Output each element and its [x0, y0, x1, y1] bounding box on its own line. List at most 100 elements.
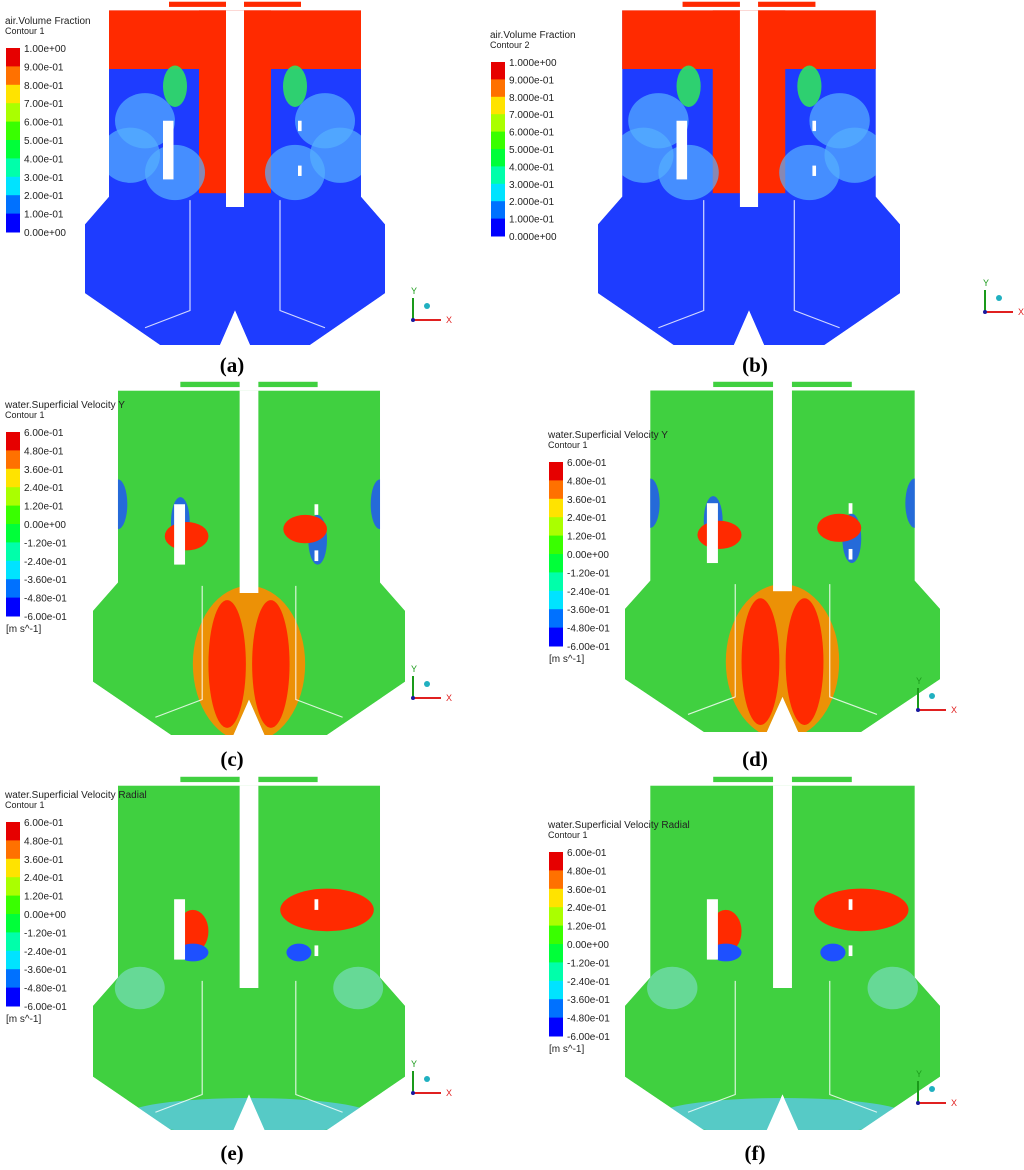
color-block — [491, 79, 505, 98]
color-block — [6, 505, 20, 525]
legend-unit: [m s^-1] — [6, 1014, 41, 1025]
origin-dot — [411, 696, 415, 700]
color-block — [6, 987, 20, 1007]
port — [298, 165, 302, 176]
color-block — [6, 213, 20, 233]
color-block — [6, 487, 20, 507]
color-block — [549, 627, 563, 647]
legend-tick-label: -4.80e-01 — [24, 594, 67, 605]
color-block — [491, 96, 505, 115]
legend-tick-label: 2.00e-01 — [24, 191, 64, 202]
contour-blob — [252, 600, 290, 728]
color-block — [6, 914, 20, 933]
z-axis-dot — [424, 681, 430, 687]
contour-blob — [820, 943, 846, 962]
color-block — [549, 590, 563, 610]
port — [314, 899, 319, 910]
legend-tick-label: -3.60e-01 — [567, 995, 610, 1006]
color-block — [549, 962, 563, 982]
legend-tick-label: -6.00e-01 — [24, 612, 67, 623]
color-block — [6, 597, 20, 617]
contour-blob — [145, 144, 205, 201]
inlet — [169, 1, 226, 7]
divider — [155, 585, 343, 718]
contour-blob — [797, 65, 822, 107]
legend-tick-label: 6.00e-01 — [567, 458, 607, 469]
legend-title: air.Volume Fraction — [5, 16, 91, 27]
color-block — [491, 149, 505, 167]
contour-blob — [283, 514, 327, 544]
contour-blob — [108, 479, 128, 530]
legend-unit: [m s^-1] — [549, 654, 584, 665]
color-block — [6, 140, 20, 159]
color-block — [6, 560, 20, 580]
legend-title: air.Volume Fraction — [490, 30, 576, 41]
legend-tick-label: -2.40e-01 — [24, 557, 67, 568]
legend-tick-label: 4.80e-01 — [567, 476, 607, 487]
legend-unit: [m s^-1] — [549, 1044, 584, 1055]
legend-tick-label: 0.00e+00 — [24, 910, 66, 921]
y-axis-label: Y — [916, 676, 922, 686]
legend-tick-label: 1.20e-01 — [567, 532, 607, 543]
contour-blob — [100, 127, 160, 183]
legend-tick-label: 1.000e-01 — [509, 215, 554, 226]
color-block — [491, 183, 505, 202]
inlet — [258, 381, 318, 388]
color-block — [549, 535, 563, 555]
legend-subtitle: Contour 1 — [5, 26, 45, 36]
color-block — [549, 907, 563, 927]
color-block — [6, 158, 20, 178]
panel-caption: (c) — [220, 747, 243, 771]
contour-plot — [93, 390, 405, 735]
contour-blob — [779, 144, 840, 201]
color-block — [6, 969, 20, 989]
y-axis-label: Y — [916, 1069, 922, 1079]
x-axis-label: X — [446, 315, 452, 325]
contour-plot — [93, 785, 405, 1130]
panel-caption: (f) — [745, 1141, 766, 1165]
contour-blob — [164, 522, 209, 551]
color-block — [549, 572, 563, 592]
contour-blob — [824, 127, 885, 183]
legend-tick-label: 2.40e-01 — [567, 513, 607, 524]
legend-tick-label: 3.00e-01 — [24, 173, 64, 184]
color-block — [6, 822, 20, 841]
legend-tick-label: -2.40e-01 — [24, 947, 67, 958]
contour-blob — [283, 65, 307, 107]
contour-blob — [613, 127, 674, 183]
legend-tick-label: -2.40e-01 — [567, 977, 610, 988]
contour-blob — [114, 966, 165, 1010]
contour-blob — [785, 598, 824, 725]
legend-subtitle: Contour 1 — [5, 800, 45, 810]
contour-plot — [625, 390, 940, 732]
color-block — [491, 166, 505, 185]
x-axis-label: X — [951, 705, 957, 715]
color-block — [6, 579, 20, 599]
contour-blob — [280, 888, 374, 932]
legend-tick-label: 3.60e-01 — [24, 465, 64, 476]
legend-tick-label: 6.00e-01 — [24, 428, 64, 439]
y-axis-label: Y — [411, 286, 417, 296]
color-block — [491, 131, 505, 150]
legend-tick-label: 0.00e+00 — [567, 940, 609, 951]
color-block — [549, 888, 563, 908]
contour-blob — [658, 144, 719, 201]
legend-tick-label: -6.00e-01 — [567, 642, 610, 653]
legend-tick-label: -3.60e-01 — [567, 605, 610, 616]
legend-tick-label: 4.00e-01 — [24, 154, 64, 165]
contour-blob — [817, 513, 862, 542]
divider — [144, 200, 326, 329]
inlet — [713, 776, 774, 783]
legend-tick-label: 3.60e-01 — [24, 855, 64, 866]
legend-tick-label: 4.80e-01 — [24, 836, 64, 847]
contour-blob — [640, 478, 660, 528]
contour-blob — [697, 520, 742, 549]
color-block — [549, 1017, 563, 1037]
color-block — [549, 944, 563, 963]
origin-dot — [916, 708, 920, 712]
color-block — [549, 554, 563, 573]
legend-tick-label: -4.80e-01 — [567, 624, 610, 635]
color-block — [549, 980, 563, 1000]
legend-tick-label: -3.60e-01 — [24, 575, 67, 586]
